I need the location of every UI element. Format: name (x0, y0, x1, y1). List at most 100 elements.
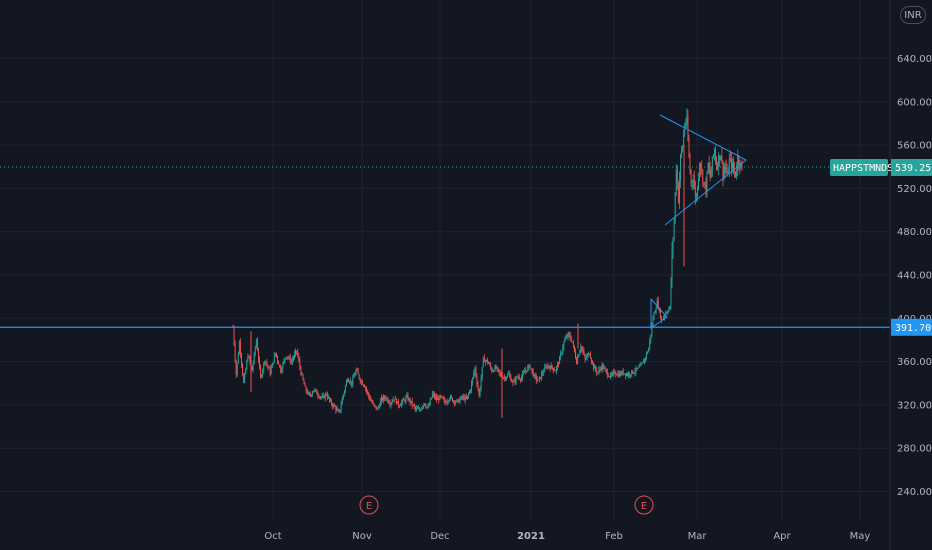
candle-body (370, 399, 372, 401)
candle-body (695, 196, 697, 198)
candle (347, 378, 348, 383)
candle-body (712, 155, 714, 157)
candle (673, 217, 675, 242)
candle (668, 306, 670, 313)
x-tick-label: Apr (773, 531, 791, 542)
candle-body (502, 377, 504, 379)
candle (402, 398, 404, 406)
candle-body (703, 182, 705, 183)
candle-body (531, 368, 533, 371)
candle (374, 404, 376, 408)
candle (553, 366, 555, 372)
candle-body (523, 372, 525, 375)
candle-body (519, 378, 521, 380)
candle (356, 367, 358, 372)
candle (341, 396, 343, 405)
candle (699, 162, 701, 182)
candle-body (241, 354, 242, 365)
candle-body (428, 404, 430, 407)
candle (489, 361, 491, 366)
candle-body (668, 308, 670, 312)
last-price-tag: HAPPSTMNDS 539.25 (830, 159, 932, 176)
candle-body (360, 381, 362, 383)
candle (527, 364, 529, 372)
candle-body (571, 341, 573, 343)
candle (436, 393, 438, 403)
candle (655, 306, 657, 315)
candle (544, 363, 546, 373)
candle (492, 368, 494, 372)
candle (706, 170, 708, 198)
candle (677, 181, 679, 204)
candle (354, 371, 356, 377)
candle-body (255, 340, 257, 348)
candle-body (332, 404, 334, 407)
candle-body (689, 157, 691, 172)
candle-body (371, 400, 373, 403)
candle (717, 161, 719, 171)
candle (369, 393, 371, 402)
candle-body (551, 365, 553, 368)
candle-body (533, 374, 535, 377)
candle-body (598, 369, 600, 373)
candle-body (237, 354, 239, 364)
candle (653, 311, 655, 321)
candle-body (537, 379, 539, 381)
candle (372, 400, 374, 405)
candle-body (541, 373, 543, 379)
candle (508, 370, 510, 376)
candle-body (717, 167, 719, 169)
candle (429, 397, 431, 406)
candle-body (548, 365, 550, 368)
candle (364, 384, 365, 388)
candle-body (301, 374, 303, 376)
chart-grid (0, 0, 890, 520)
candle-body (618, 373, 620, 377)
candle-body (539, 377, 540, 380)
candle-body (459, 399, 461, 403)
candle (561, 351, 563, 356)
candle (410, 400, 412, 404)
candle (273, 352, 275, 364)
candle-body (721, 156, 723, 161)
candle (485, 359, 487, 362)
candle (518, 374, 520, 381)
candle-body (445, 402, 447, 404)
candle (563, 340, 565, 351)
candle (298, 352, 300, 363)
candle (473, 370, 475, 380)
candle-body (282, 363, 284, 370)
candle-body (725, 166, 727, 173)
currency-label[interactable]: INR (900, 6, 926, 24)
candle (312, 390, 313, 397)
candle (471, 379, 473, 394)
candle (337, 407, 339, 411)
candle (406, 391, 408, 399)
candle-body (606, 371, 608, 376)
candle-body (623, 373, 625, 375)
candle (647, 350, 649, 355)
candle (727, 168, 729, 174)
candle (366, 386, 368, 395)
candle-body (348, 380, 350, 382)
candle (459, 396, 461, 405)
candle (588, 352, 590, 356)
candle-body (286, 356, 288, 358)
candle-body (616, 374, 618, 376)
candle-body (568, 332, 570, 336)
candle-body (416, 408, 417, 410)
candle (314, 388, 316, 393)
candle (411, 397, 413, 409)
candle-body (576, 358, 578, 364)
candle (577, 353, 579, 365)
candle (645, 356, 646, 363)
candle (353, 372, 355, 378)
candle (361, 379, 363, 385)
candle-body (547, 365, 549, 368)
candle (420, 408, 422, 412)
candle-body (715, 149, 716, 161)
candle-body (724, 166, 726, 171)
candle-body (285, 356, 287, 359)
candle-body (375, 405, 377, 410)
